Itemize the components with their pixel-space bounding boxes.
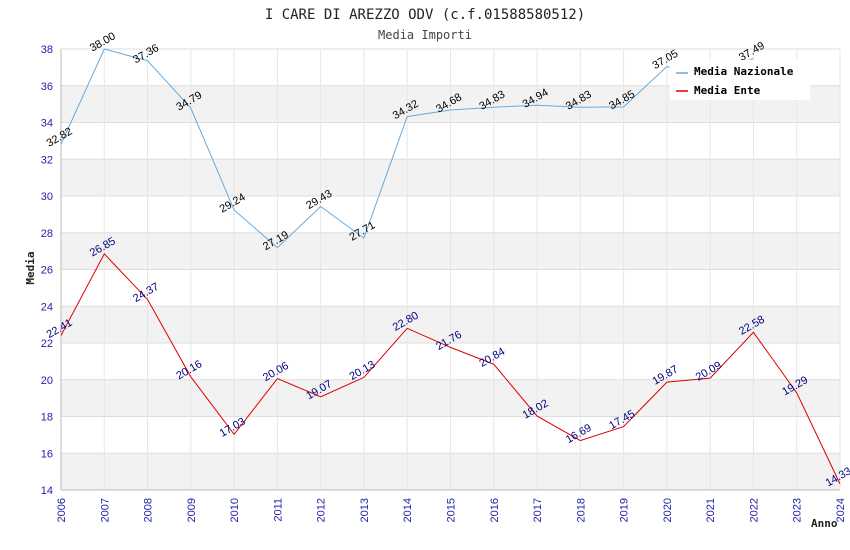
x-tick-label: 2007 bbox=[99, 498, 111, 522]
x-tick-label: 2006 bbox=[56, 498, 68, 522]
chart-subtitle: Media Importi bbox=[378, 28, 472, 42]
y-tick-label: 32 bbox=[41, 154, 53, 166]
x-tick-label: 2023 bbox=[792, 498, 804, 522]
x-tick-label: 2015 bbox=[446, 498, 458, 522]
x-tick-label: 2019 bbox=[619, 498, 631, 522]
y-tick-label: 38 bbox=[41, 44, 53, 56]
legend-label-nazionale: Media Nazionale bbox=[694, 65, 794, 78]
series-line-ente bbox=[60, 253, 841, 485]
y-axis-label: Media bbox=[24, 251, 37, 284]
legend-label-ente: Media Ente bbox=[694, 84, 761, 97]
x-tick-label: 2014 bbox=[402, 498, 414, 522]
legend-box bbox=[670, 60, 810, 100]
x-tick-label: 2011 bbox=[272, 498, 284, 522]
x-tick-label: 2010 bbox=[229, 498, 241, 522]
x-tick-label: 2020 bbox=[662, 498, 674, 522]
y-tick-label: 24 bbox=[41, 301, 53, 313]
y-tick-label: 28 bbox=[41, 228, 53, 240]
x-tick-label: 2022 bbox=[748, 498, 760, 522]
x-tick-label: 2013 bbox=[359, 498, 371, 522]
x-tick-label: 2024 bbox=[835, 498, 847, 522]
x-axis-label: Anno bbox=[811, 517, 838, 530]
y-tick-label: 26 bbox=[41, 265, 53, 277]
x-tick-label: 2012 bbox=[316, 498, 328, 522]
x-tick-label: 2021 bbox=[705, 498, 717, 522]
series-line-nazionale bbox=[60, 48, 754, 249]
x-tick-label: 2009 bbox=[186, 498, 198, 522]
y-tick-label: 16 bbox=[41, 448, 53, 460]
y-tick-label: 20 bbox=[41, 375, 53, 387]
legend: Media Nazionale Media Ente bbox=[670, 60, 810, 100]
x-tick-label: 2008 bbox=[143, 498, 155, 522]
grid-lines bbox=[60, 48, 841, 491]
y-tick-label: 36 bbox=[41, 81, 53, 93]
x-tick-label: 2016 bbox=[489, 498, 501, 522]
chart-title: I CARE DI AREZZO ODV (c.f.01588580512) bbox=[265, 7, 585, 23]
y-tick-label: 22 bbox=[41, 338, 53, 350]
y-tick-label: 30 bbox=[41, 191, 53, 203]
x-tick-label: 2017 bbox=[532, 498, 544, 522]
y-tick-label: 18 bbox=[41, 412, 53, 424]
series-lines bbox=[60, 48, 841, 485]
y-tick-label: 34 bbox=[41, 118, 53, 130]
y-tick-label: 14 bbox=[41, 485, 53, 497]
x-tick-label: 2018 bbox=[575, 498, 587, 522]
